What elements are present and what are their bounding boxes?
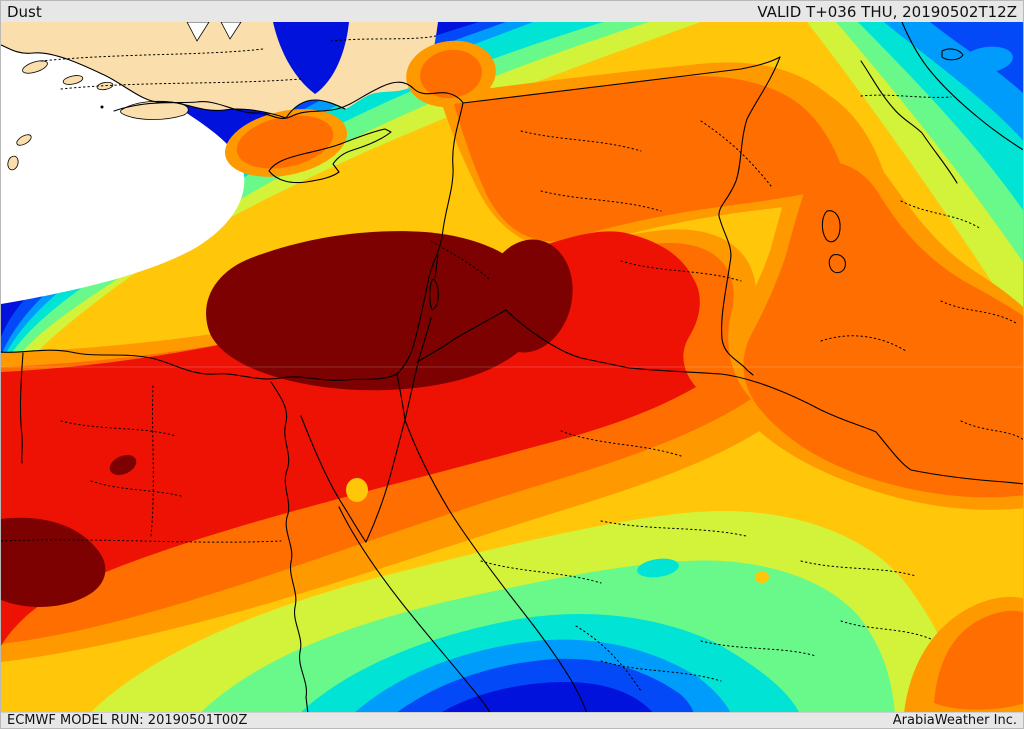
jordan-valley-line <box>404 317 432 421</box>
aegean-sea-area <box>1 41 245 304</box>
lake-urmia-outline <box>821 210 841 243</box>
contour-amber-dot-saudi <box>755 571 769 583</box>
aegean-islands <box>7 22 242 171</box>
red-sea-west-shore <box>338 506 492 714</box>
contour-band-blue-ne <box>930 22 1023 94</box>
contour-deeporange-blob-sea <box>236 115 334 169</box>
contour-deeporange-blob-turkey <box>420 49 482 99</box>
island-icon <box>22 60 48 74</box>
contour-red-dot-egypt <box>248 480 268 496</box>
caspian-coast <box>901 22 1023 151</box>
contour-deeporange-iran <box>743 162 1023 498</box>
caucasus-border-line <box>860 60 958 184</box>
brand-label: ArabiaWeather Inc. <box>892 713 1017 728</box>
absheron-peninsula <box>941 48 964 61</box>
island-icon <box>96 81 114 91</box>
contour-azure-pocket-ne <box>961 46 1013 74</box>
egypt-libya-border <box>19 352 24 464</box>
nile-river <box>270 381 309 714</box>
contour-band-navy-south <box>439 682 654 714</box>
jordan-river-line <box>434 253 439 279</box>
contour-cyan-pocket-saudi <box>637 558 679 578</box>
sinai-gulfs-coast <box>300 415 406 543</box>
israel-egypt-border <box>396 373 406 421</box>
turkey-syria-border <box>462 56 781 104</box>
coastlines-borders <box>1 22 1023 714</box>
header-bar: Dust VALID T+036 THU, 20190502T12Z <box>1 1 1023 22</box>
contour-navy-finger-top <box>273 22 349 94</box>
island-icon <box>62 75 84 85</box>
iran-iraq-border <box>718 56 781 376</box>
model-run-label: ECMWF MODEL RUN: 20190501T00Z <box>7 713 248 728</box>
product-title: Dust <box>7 2 42 21</box>
contour-amber-pocket-sinai <box>346 478 368 502</box>
footer-bar: ECMWF MODEL RUN: 20190501T00Z ArabiaWeat… <box>1 712 1023 728</box>
contour-maroon-small-egypt <box>109 454 137 476</box>
contour-deeporange-corner-se <box>934 610 1023 710</box>
island-icon <box>7 155 19 171</box>
island-icon <box>220 22 242 40</box>
island-icon <box>16 134 32 146</box>
contour-maroon-jordan-east <box>483 239 573 353</box>
dotted-admin-borders <box>1 35 1023 692</box>
lake-van-outline <box>828 254 846 274</box>
contour-deeporange-syria <box>454 76 847 242</box>
cyprus-coastline <box>268 128 392 184</box>
contour-maroon-levant <box>206 231 542 391</box>
iraq-saudi-border <box>416 309 1023 485</box>
dead-sea-outline <box>429 278 439 311</box>
island-dot <box>100 105 104 109</box>
valid-time-label: VALID T+036 THU, 20190502T12Z <box>757 2 1017 21</box>
red-sea-east-shore <box>404 419 588 714</box>
anatolia-aegean-coast <box>1 44 346 119</box>
mediterranean-levant-egypt-coast <box>1 81 464 381</box>
island-icon <box>186 22 210 42</box>
